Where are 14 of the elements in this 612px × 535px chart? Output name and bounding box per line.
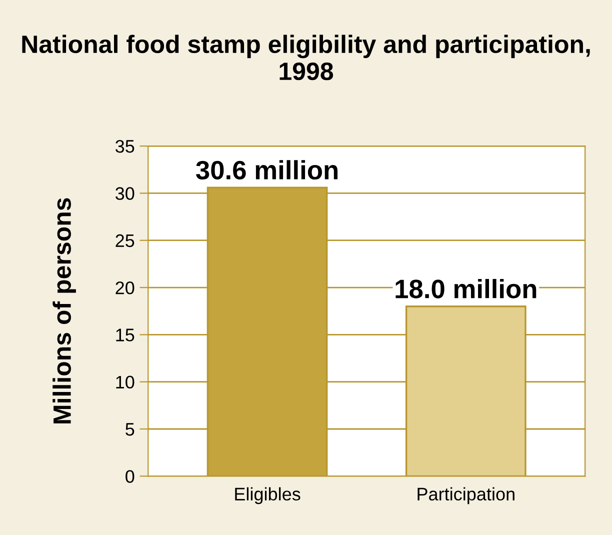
x-tick-label: Participation <box>418 487 514 504</box>
y-tick-label: 0 <box>126 470 134 483</box>
x-tick-label: Eligibles <box>235 487 300 504</box>
y-tick-label: 15 <box>116 328 134 342</box>
y-tick-label: 5 <box>126 423 134 436</box>
y-tick-label: 25 <box>116 234 134 248</box>
y-tick-label: 20 <box>116 281 134 294</box>
y-tick-label: 30 <box>116 187 134 200</box>
chart-title: National food stamp eligibility and participation, 1998 <box>22 34 590 80</box>
y-tick-label: 35 <box>116 140 134 153</box>
data-label: 30.6 million <box>196 160 338 180</box>
y-tick-label: 10 <box>116 376 134 389</box>
y-axis-title: Millions of persons <box>52 198 76 424</box>
data-label: 18.0 million <box>396 278 536 298</box>
